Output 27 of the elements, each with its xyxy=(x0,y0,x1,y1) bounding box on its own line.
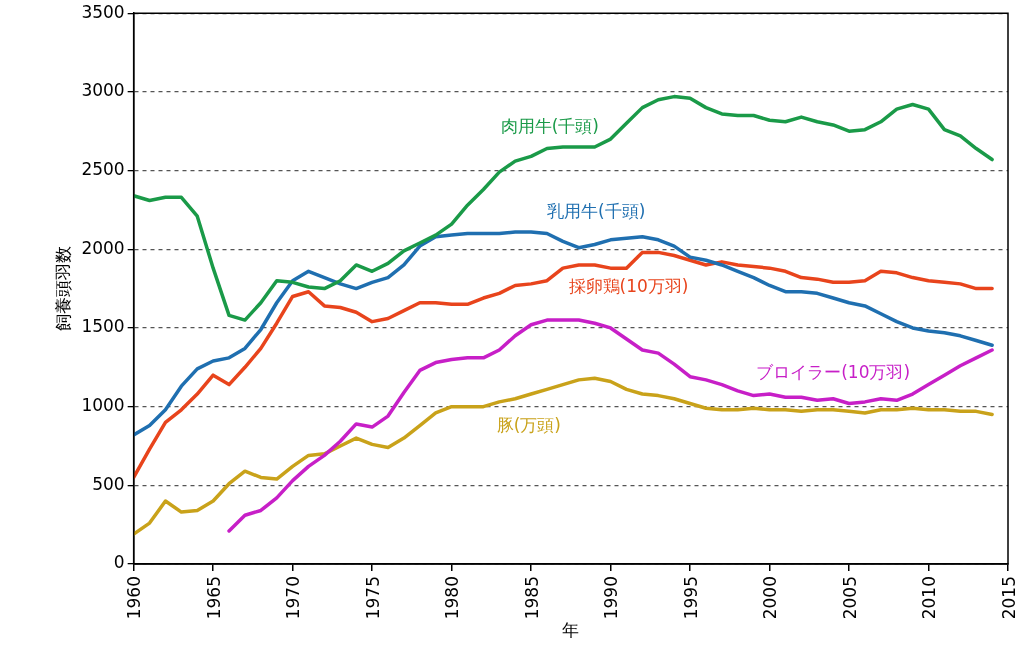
y-axis-title: 飼養頭羽数 xyxy=(52,246,73,332)
x-tick-label: 1990 xyxy=(601,576,622,620)
x-tick-label: 1975 xyxy=(362,576,383,620)
series-label: ブロイラー(10万羽) xyxy=(756,361,911,382)
y-tick-label: 500 xyxy=(92,473,125,494)
x-tick-label: 2000 xyxy=(760,576,781,620)
x-tick-label: 1985 xyxy=(521,576,542,620)
x-tick-label: 2010 xyxy=(919,576,940,620)
x-tick-label: 1965 xyxy=(203,576,224,620)
x-tick-label: 1970 xyxy=(283,576,304,620)
series-label: 肉用牛(千頭) xyxy=(500,116,599,137)
y-tick-label: 1500 xyxy=(81,316,125,337)
x-tick-label: 1995 xyxy=(680,576,701,620)
y-tick-label: 2500 xyxy=(81,158,125,179)
x-tick-label: 2015 xyxy=(998,576,1019,620)
x-axis-title: 年 xyxy=(562,620,580,641)
series-label: 採卵鶏(10万羽) xyxy=(568,275,689,296)
y-tick-label: 2000 xyxy=(81,237,125,258)
y-tick-label: 1000 xyxy=(81,395,125,416)
x-tick-label: 1960 xyxy=(124,576,145,620)
series-label: 乳用牛(千頭) xyxy=(547,201,646,222)
y-tick-label: 0 xyxy=(113,552,125,573)
y-tick-label: 3000 xyxy=(81,80,125,101)
y-tick-label: 3500 xyxy=(81,1,125,22)
x-tick-label: 1980 xyxy=(442,576,463,620)
x-tick-label: 2005 xyxy=(839,576,860,620)
series-label: 豚(万頭) xyxy=(496,414,561,435)
